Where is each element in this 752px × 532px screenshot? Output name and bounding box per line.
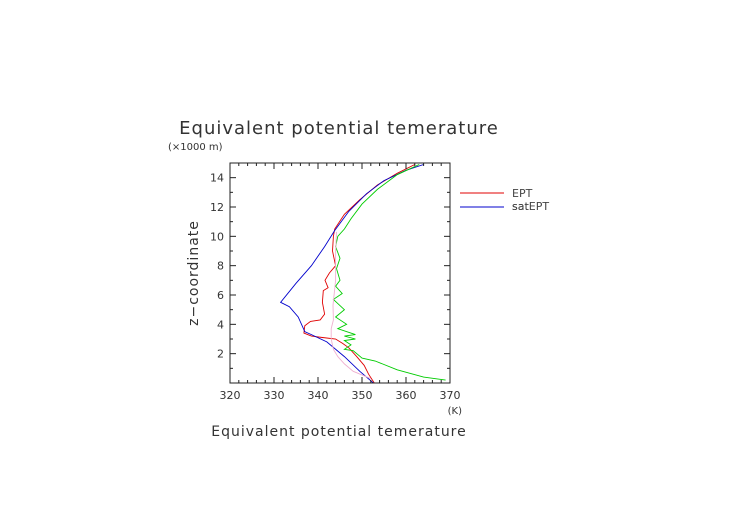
x-axis-unit: (K)	[448, 406, 462, 417]
y-tick-label: 10	[210, 230, 224, 243]
x-tick-label: 370	[440, 389, 461, 402]
series-line-2	[332, 164, 446, 381]
y-axis-unit: (×1000 m)	[168, 142, 223, 153]
y-tick-label: 12	[210, 201, 224, 214]
y-tick-label: 14	[210, 172, 224, 185]
x-tick-label: 320	[220, 389, 241, 402]
plot-frame	[229, 162, 451, 384]
y-axis-label: z−coordinate	[186, 220, 202, 326]
x-tick-label: 340	[308, 389, 329, 402]
series-line-0	[303, 164, 416, 384]
series-layer	[279, 164, 446, 384]
y-tick-label: 6	[217, 289, 224, 302]
legend-label-sat: sat	[512, 200, 529, 213]
y-tick-label: 2	[217, 348, 224, 361]
x-axis-label: Equivalent potential temerature	[211, 424, 467, 440]
chart-title: Equivalent potential temerature	[179, 118, 499, 139]
x-tick-label: 360	[396, 389, 417, 402]
legend-label-ept: EPT	[512, 187, 533, 200]
ticks-layer: 320 330 340 350 360 370 2 4 6 8 10 12 14	[210, 163, 461, 402]
x-tick-label: 350	[352, 389, 373, 402]
series-line-1	[279, 164, 424, 384]
legend-label-satept: satEPT	[512, 200, 549, 213]
y-tick-label: 8	[217, 260, 224, 273]
x-tick-label: 330	[264, 389, 285, 402]
y-tick-label: 4	[217, 318, 224, 331]
series-line-3	[330, 231, 371, 380]
